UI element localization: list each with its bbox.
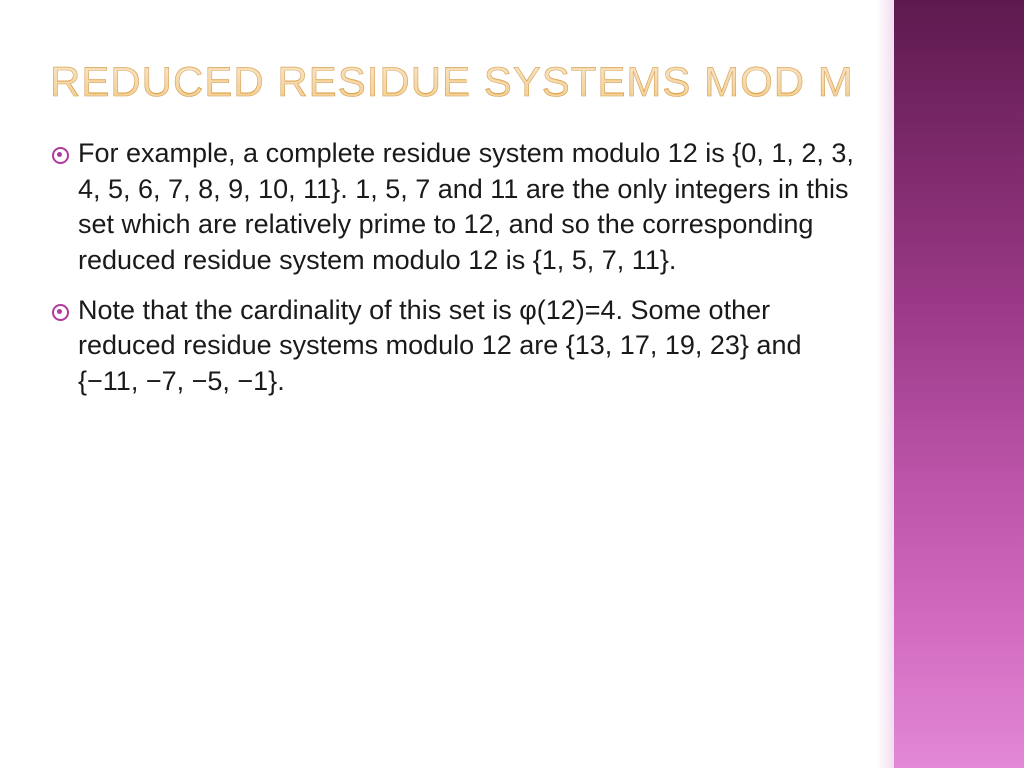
slide-title: REDUCED RESIDUE SYSTEMS MOD M [50,60,864,104]
list-item: For example, a complete residue system m… [50,136,864,279]
side-accent-bar [894,0,1024,768]
list-item: Note that the cardinality of this set is… [50,293,864,400]
slide: REDUCED RESIDUE SYSTEMS MOD M For exampl… [0,0,1024,768]
content-area: REDUCED RESIDUE SYSTEMS MOD M For exampl… [0,0,894,768]
bullet-list: For example, a complete residue system m… [50,136,864,399]
